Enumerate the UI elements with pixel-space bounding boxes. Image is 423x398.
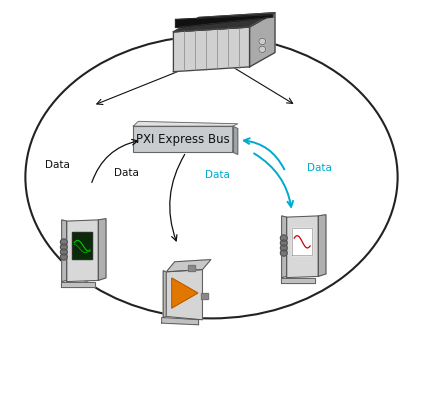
Polygon shape <box>201 293 208 299</box>
Polygon shape <box>166 269 202 320</box>
Polygon shape <box>62 220 67 282</box>
Circle shape <box>280 250 287 256</box>
Text: Data: Data <box>307 163 332 173</box>
Polygon shape <box>282 216 287 278</box>
Polygon shape <box>162 318 198 325</box>
Polygon shape <box>67 220 98 282</box>
Circle shape <box>259 38 266 45</box>
Text: PXI Express Bus: PXI Express Bus <box>136 133 230 146</box>
Circle shape <box>280 245 287 251</box>
Circle shape <box>280 235 287 241</box>
Polygon shape <box>287 216 318 278</box>
Polygon shape <box>250 13 275 67</box>
Circle shape <box>60 244 67 250</box>
Circle shape <box>60 254 67 260</box>
Polygon shape <box>176 15 273 27</box>
Polygon shape <box>173 27 250 72</box>
Circle shape <box>60 239 67 245</box>
Polygon shape <box>280 278 315 283</box>
Text: Data: Data <box>115 168 139 178</box>
Polygon shape <box>173 13 275 32</box>
Circle shape <box>259 46 266 53</box>
Text: Data: Data <box>45 160 69 170</box>
Circle shape <box>280 240 287 246</box>
Polygon shape <box>233 126 238 154</box>
Polygon shape <box>60 282 95 287</box>
Circle shape <box>60 249 67 255</box>
Polygon shape <box>98 219 106 280</box>
Polygon shape <box>166 259 211 272</box>
Polygon shape <box>172 278 198 308</box>
Polygon shape <box>292 228 312 256</box>
Polygon shape <box>318 215 326 276</box>
Polygon shape <box>188 265 195 271</box>
Polygon shape <box>133 121 238 126</box>
Polygon shape <box>72 232 92 259</box>
Text: Data: Data <box>206 170 230 180</box>
FancyBboxPatch shape <box>133 126 233 152</box>
Polygon shape <box>163 271 166 318</box>
